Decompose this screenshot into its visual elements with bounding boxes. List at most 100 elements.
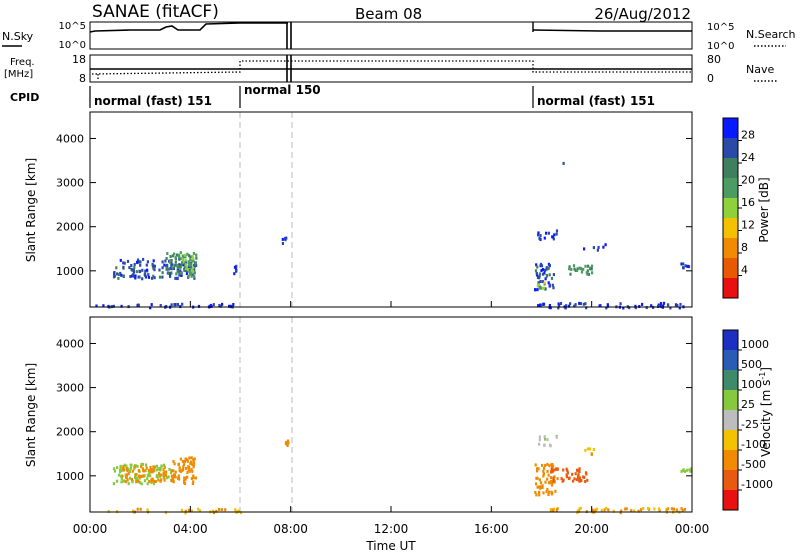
data-cell xyxy=(130,477,133,481)
nsky-strip-frame xyxy=(89,21,693,50)
data-cell xyxy=(113,274,116,278)
data-cell xyxy=(537,467,540,471)
data-cell xyxy=(685,468,688,472)
data-cell xyxy=(550,276,554,280)
data-cell xyxy=(188,466,191,470)
data-cell xyxy=(185,466,188,470)
data-cell xyxy=(544,464,547,467)
data-cell xyxy=(586,478,589,482)
data-cell xyxy=(146,477,149,481)
nsky-tick-bottom: 10^0 xyxy=(59,40,86,51)
data-cell xyxy=(184,509,187,513)
data-cell xyxy=(596,248,599,252)
data-cell xyxy=(550,467,553,471)
power-colorbar-label: Power [dB] xyxy=(757,177,771,242)
colorbar-tick-label: -1000 xyxy=(741,478,773,491)
data-cell xyxy=(170,259,173,262)
data-cell xyxy=(184,457,187,461)
data-cell xyxy=(603,508,606,512)
data-cell xyxy=(142,474,145,478)
x-tick-label: 12:00 xyxy=(374,522,409,536)
data-cell xyxy=(552,479,555,483)
data-cell xyxy=(137,474,141,478)
data-cell xyxy=(584,448,587,452)
data-cell xyxy=(580,270,584,274)
data-cell xyxy=(193,457,196,461)
data-cell xyxy=(169,272,172,275)
data-cell xyxy=(540,269,543,272)
data-cell xyxy=(537,233,540,237)
data-cell xyxy=(567,304,571,308)
colorbar-band xyxy=(723,118,738,139)
data-cell xyxy=(152,274,155,278)
data-cell xyxy=(142,469,145,473)
data-cell xyxy=(536,276,540,279)
data-cell xyxy=(543,466,546,470)
data-cell xyxy=(121,474,124,478)
data-cell xyxy=(578,301,581,305)
colorbar-band xyxy=(723,258,738,279)
data-cell xyxy=(182,258,185,262)
colorbar-band xyxy=(723,198,738,219)
data-cell xyxy=(122,265,125,269)
freq-tick-bottom: 8 xyxy=(79,72,86,85)
y-tick-label: 4000 xyxy=(56,132,84,145)
data-cell xyxy=(139,260,142,264)
data-cell xyxy=(197,304,201,308)
data-cell xyxy=(281,242,284,245)
data-cell xyxy=(138,269,141,273)
data-cell xyxy=(191,266,194,270)
data-cell xyxy=(534,490,537,494)
colorbar-tick-label: 4 xyxy=(741,264,748,277)
data-cell xyxy=(535,476,538,480)
data-cell xyxy=(641,302,644,306)
data-cell xyxy=(573,304,576,308)
data-cell xyxy=(186,471,189,474)
data-cell xyxy=(175,253,178,257)
data-cell xyxy=(537,304,540,308)
data-cell xyxy=(538,478,541,482)
data-cell xyxy=(659,302,663,305)
data-cell xyxy=(161,271,164,275)
data-cell xyxy=(586,447,590,451)
data-cell xyxy=(174,263,177,267)
data-cell xyxy=(172,475,175,478)
data-cell xyxy=(543,281,546,285)
data-cell xyxy=(542,491,545,495)
data-cell xyxy=(132,273,135,277)
data-cell xyxy=(536,469,539,473)
data-cell xyxy=(174,475,177,479)
data-cell xyxy=(551,283,554,287)
data-cell xyxy=(539,262,543,266)
data-cell xyxy=(139,263,142,267)
data-cell xyxy=(233,272,236,276)
data-cell xyxy=(585,472,588,476)
power-data-points xyxy=(95,161,691,310)
data-cell xyxy=(151,262,154,266)
data-cell xyxy=(120,273,123,277)
data-cell xyxy=(170,474,173,478)
data-cell xyxy=(545,231,548,235)
data-cell xyxy=(169,274,172,278)
data-cell xyxy=(582,475,585,479)
data-cell xyxy=(167,267,170,271)
data-cell xyxy=(189,258,192,261)
data-cell xyxy=(152,465,155,469)
data-cell xyxy=(683,470,686,473)
data-cell xyxy=(176,476,180,480)
colorbar-band xyxy=(723,238,738,259)
data-cell xyxy=(129,275,132,278)
data-cell xyxy=(151,477,154,481)
data-cell xyxy=(574,303,577,307)
data-cell xyxy=(607,508,610,512)
data-cell xyxy=(600,508,603,512)
data-cell xyxy=(191,463,194,467)
data-cell xyxy=(686,264,689,268)
data-cell xyxy=(165,267,168,271)
data-cell xyxy=(179,251,182,255)
data-cell xyxy=(158,472,161,476)
data-cell xyxy=(127,482,130,486)
data-cell xyxy=(237,509,240,513)
data-cell xyxy=(128,266,131,270)
